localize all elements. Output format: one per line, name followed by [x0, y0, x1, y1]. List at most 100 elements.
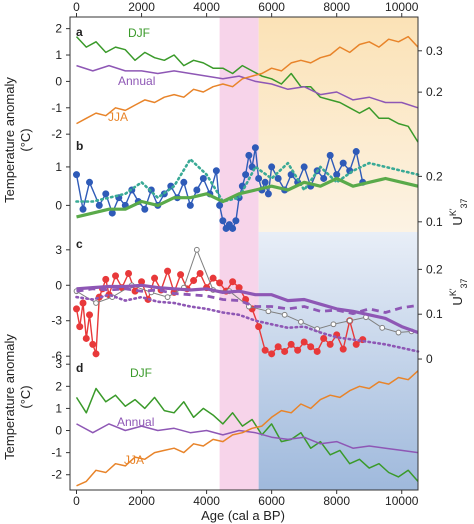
data-point — [108, 209, 116, 217]
data-point — [102, 275, 110, 283]
right-y-tick-label: 0.2 — [426, 262, 443, 276]
series-line-d-djf — [75, 387, 419, 482]
right-y-tick-label: 0.1 — [426, 307, 443, 321]
right-title-sup: K' — [448, 288, 458, 296]
data-point — [186, 201, 194, 209]
data-point — [151, 274, 159, 282]
right-title-u: U — [450, 216, 465, 225]
data-point — [352, 340, 360, 348]
series-line-c-annual-3 — [76, 287, 419, 316]
series-line-b-green-2 — [76, 176, 419, 219]
x-axis-title: Age (cal a BP) — [201, 508, 285, 523]
blue-band — [258, 232, 418, 490]
data-point — [255, 323, 263, 331]
series-line-a-djf — [75, 36, 419, 143]
data-point — [313, 347, 321, 355]
data-point — [251, 144, 259, 152]
y-tick-label: -1 — [51, 101, 62, 115]
x-axis-top: 0 2000 4000 6000 8000 10000 — [73, 0, 419, 17]
series-label-jja: JJA — [108, 110, 128, 124]
data-point-open — [265, 308, 272, 315]
pink-band — [219, 17, 259, 490]
data-point — [264, 190, 272, 198]
data-point — [261, 346, 269, 354]
data-point — [320, 174, 328, 182]
data-point — [287, 340, 295, 348]
data-point — [268, 350, 276, 358]
data-point — [125, 269, 133, 277]
data-point-open — [395, 329, 402, 336]
data-point — [141, 205, 149, 213]
data-point — [73, 171, 81, 179]
data-point — [333, 171, 341, 179]
y-axis-title-top-line1: Temperature anomaly — [2, 77, 17, 203]
x-tick-label-bottom: 0 — [73, 494, 80, 508]
plot-frame — [69, 16, 419, 491]
data-point — [229, 224, 237, 232]
y-axis-title-bottom-line1: Temperature anomaly — [2, 334, 17, 460]
x-tick-label-top: 0 — [73, 0, 80, 14]
data-point — [73, 305, 81, 313]
data-point — [193, 186, 201, 194]
y-axis-title-top: Temperature anomaly (°C) — [2, 77, 33, 203]
panel-letter-b: b — [76, 139, 83, 153]
series-line-d-jja — [76, 370, 419, 487]
data-point — [79, 205, 87, 213]
data-point — [190, 277, 198, 285]
data-point — [255, 174, 263, 182]
series-label-djf: DJF — [130, 366, 152, 380]
data-point — [274, 343, 282, 351]
x-axis-bottom: 0 2000 4000 6000 8000 10000 — [73, 490, 419, 508]
right-y-tick-label: 0.3 — [426, 44, 443, 58]
data-point — [232, 217, 240, 225]
data-point — [82, 334, 90, 342]
y-tick-label: 3 — [55, 357, 62, 371]
panel-c: 3 0 -3 -6 0.2 0.1 0 c — [51, 237, 443, 366]
data-point — [326, 340, 334, 348]
data-point — [294, 346, 302, 354]
data-point — [281, 347, 289, 355]
x-tick-label-bottom: 6000 — [258, 494, 285, 508]
data-point — [320, 334, 328, 342]
panels: 1 2 0 -1 -2 0.3 0.2 a DJF Annual JJA 1 0 0.2 0.1 b 3 0 -3 -… — [51, 22, 443, 487]
data-point — [216, 201, 224, 209]
y-tick-label: 0 — [55, 424, 62, 438]
y-tick-label: 2 — [55, 379, 62, 393]
data-point-open — [346, 317, 353, 324]
panel-letter-c: c — [76, 237, 83, 251]
right-y-tick-label: 0.2 — [426, 85, 443, 99]
plot-border — [69, 16, 419, 491]
data-point — [326, 151, 334, 159]
right-y-tick-label: 0.1 — [426, 215, 443, 229]
x-tick-label-top: 2000 — [128, 0, 155, 14]
data-point — [86, 311, 94, 319]
right-title-sub: 37 — [459, 198, 469, 208]
x-tick-label-bottom: 4000 — [193, 494, 220, 508]
data-point — [180, 178, 188, 186]
series-label-annual: Annual — [118, 74, 155, 88]
data-point-open — [379, 324, 386, 331]
y-tick-label: 3 — [55, 243, 62, 257]
series-label-annual: Annual — [117, 415, 154, 429]
panel-letter-d: d — [76, 361, 83, 375]
data-point — [79, 299, 87, 307]
data-point — [164, 267, 172, 275]
data-point — [95, 201, 103, 209]
data-point — [307, 343, 315, 351]
data-point — [102, 190, 110, 198]
data-point — [339, 159, 347, 167]
x-tick-label-top: 4000 — [193, 0, 220, 14]
x-tick-label-bottom: 8000 — [323, 494, 350, 508]
data-point — [300, 338, 308, 346]
series-line-d-annual — [76, 423, 419, 454]
right-axis-title-b: UK'37 — [448, 198, 469, 225]
series-line-a-annual — [76, 64, 419, 109]
y-tick-label: -2 — [51, 468, 62, 482]
series-line-c-annual-2 — [76, 283, 419, 335]
y-tick-label: 0 — [55, 198, 62, 212]
y-tick-label: -1 — [51, 446, 62, 460]
x-tick-label-bottom: 10000 — [385, 494, 419, 508]
data-point-open — [193, 246, 200, 253]
panel-b: 1 0 0.2 0.1 b — [55, 139, 443, 232]
y-tick-label: -2 — [51, 127, 62, 141]
